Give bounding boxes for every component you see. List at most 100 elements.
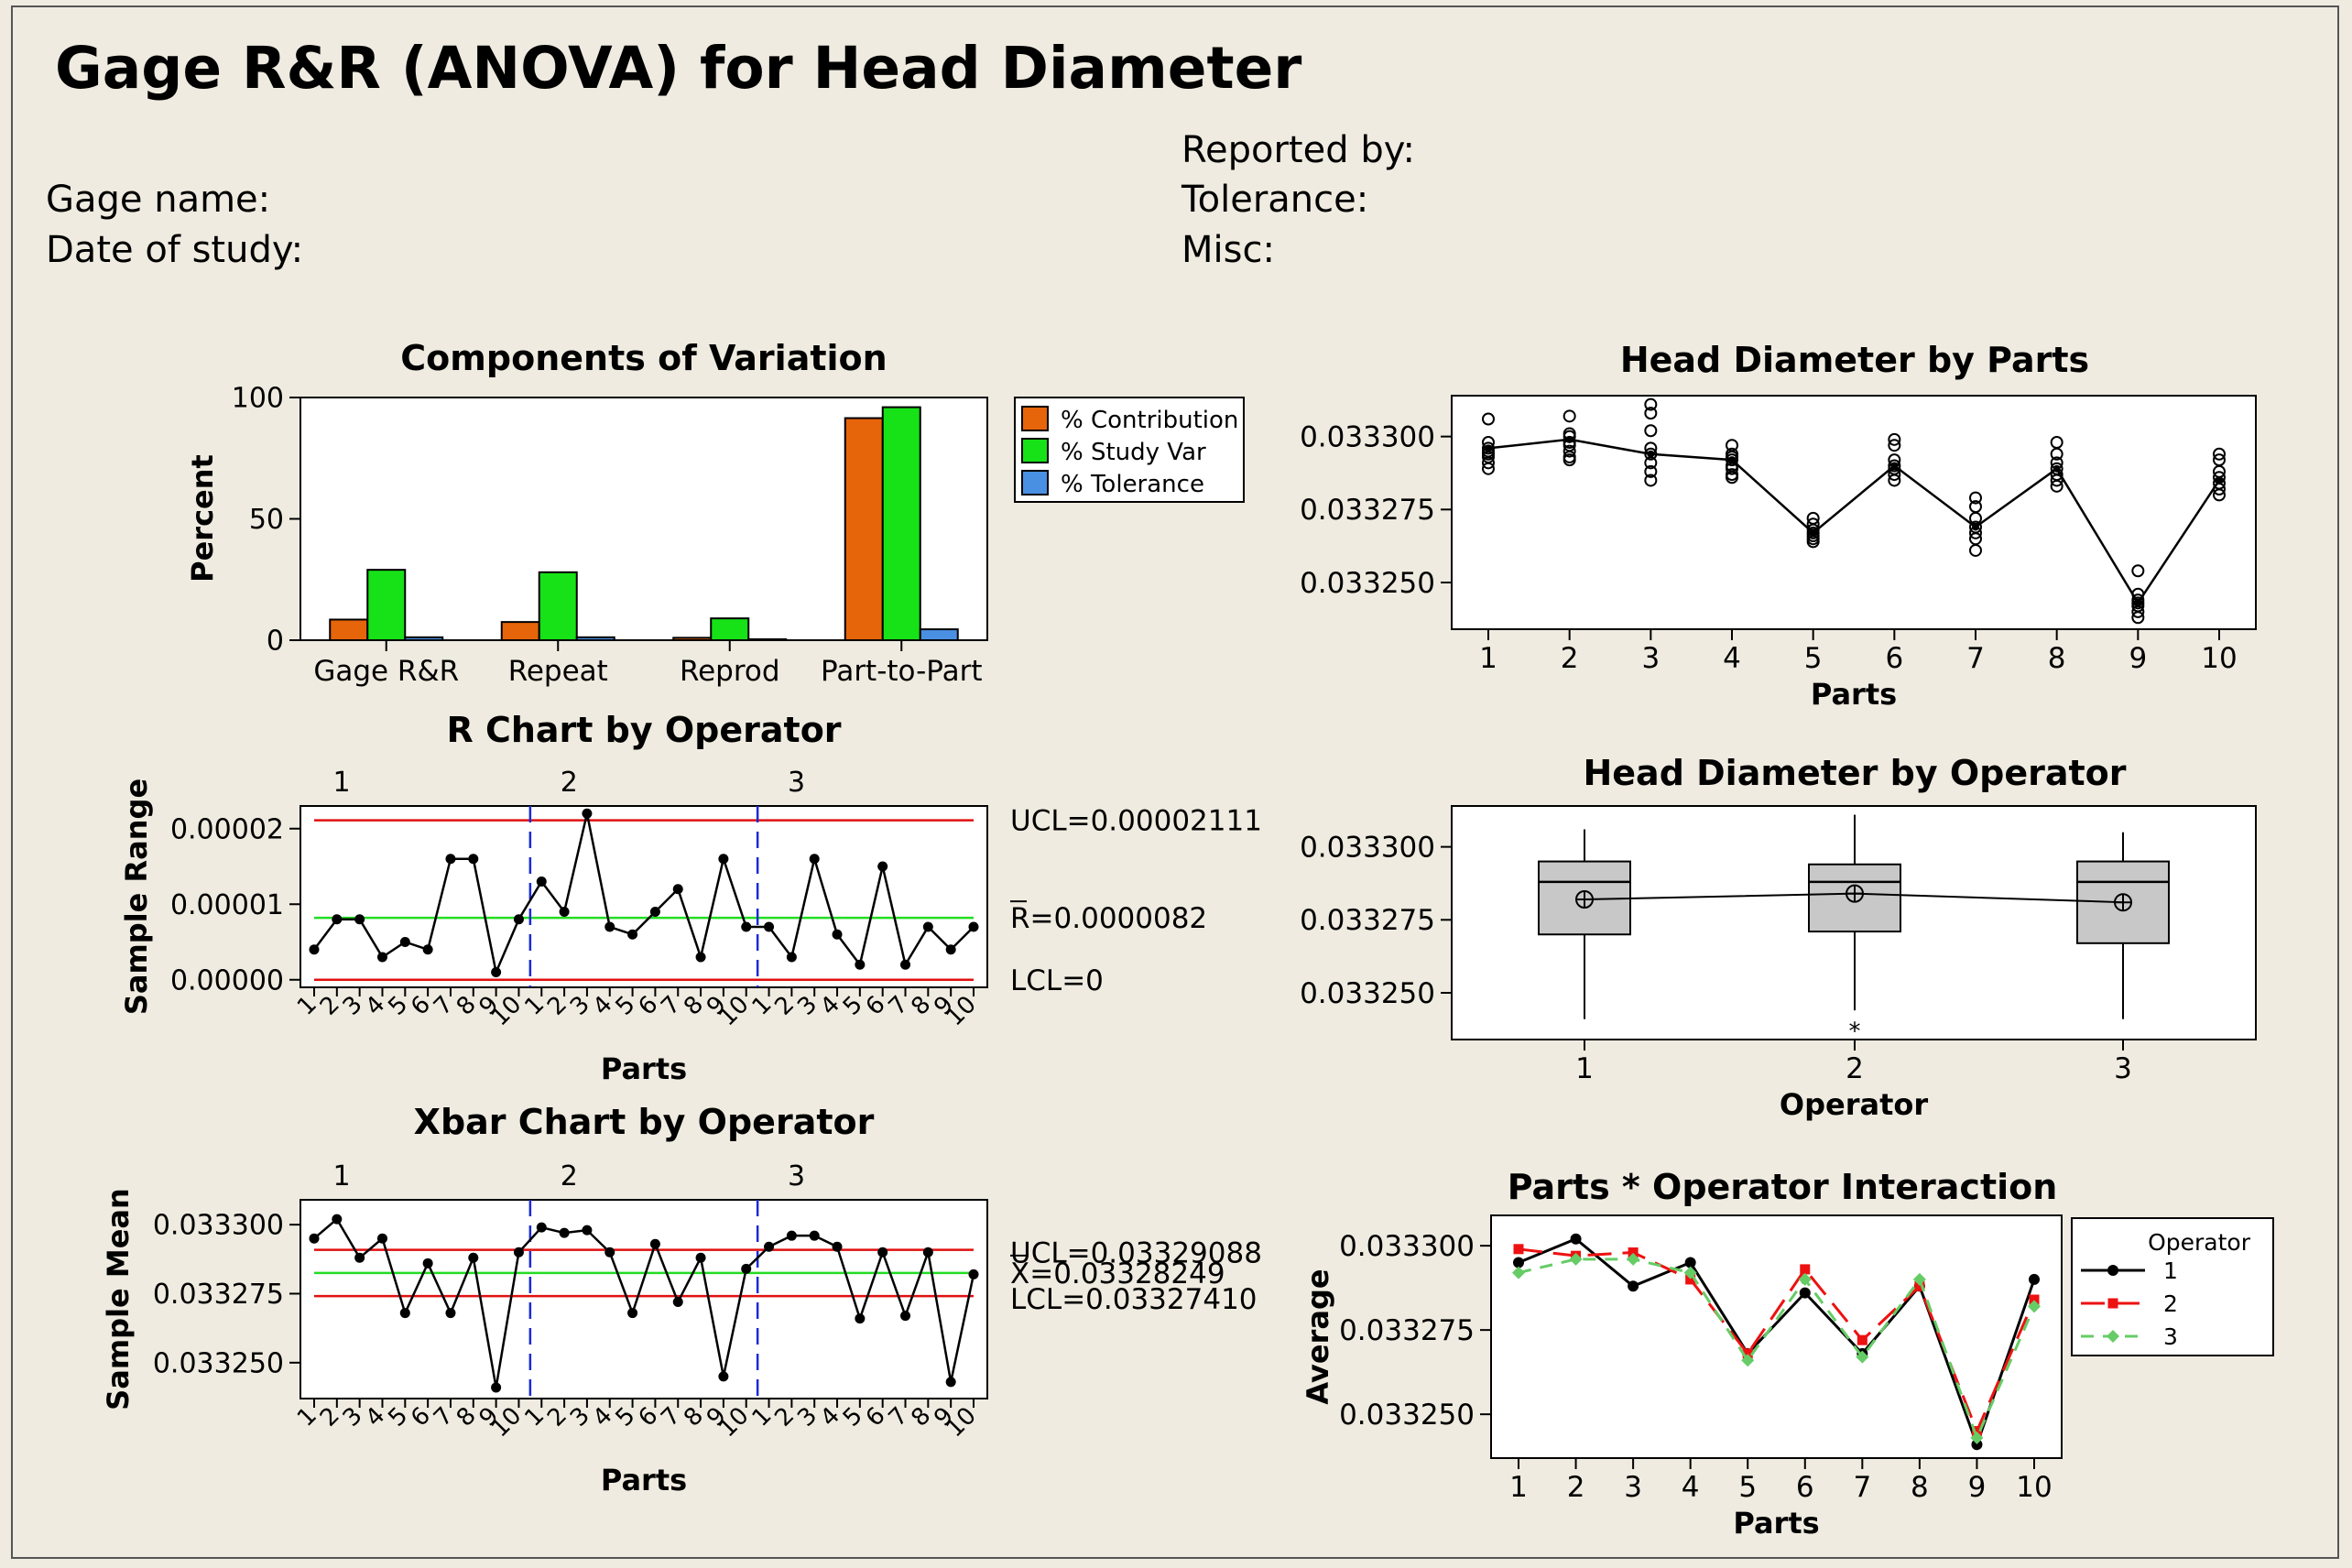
reported-by-label: Reported by: [1181,129,1415,171]
rchart-point [877,861,888,872]
byoperator-xtick-label: 1 [1575,1052,1594,1085]
rchart-point [649,907,660,917]
interaction-point [1513,1257,1524,1269]
interaction-point [1683,1266,1697,1279]
rchart-xtick-label: 4 [815,991,845,1021]
interaction-point [1857,1334,1867,1345]
interaction-point [1912,1272,1926,1286]
rchart-point [809,854,820,865]
byparts-point [1969,543,1982,557]
xbar-point [764,1241,775,1252]
xbar-point [309,1233,320,1244]
rchart-xtick-label: 10 [941,991,982,1032]
xbar-point [900,1311,911,1322]
rchart-point [513,914,524,925]
byparts-point [1888,432,1901,446]
xbar-xtick-label: 2 [769,1402,800,1432]
byoperator-ytick-label: 0.033300 [1300,831,1435,864]
xbar-xtick-label: 5 [611,1402,641,1432]
rchart-xtick-label: 1 [747,991,778,1021]
byparts-mean-point [1485,444,1492,452]
components-bar [747,637,788,642]
rchart-center-label: R=0.0000082 [1010,902,1207,935]
date-of-study-label: Date of study: [46,229,304,271]
components-legend-label: % Study Var [1061,439,1206,466]
components-bar [538,571,578,641]
interaction-ytick-label: 0.033300 [1339,1230,1475,1263]
rchart-xtick-label: 8 [679,991,709,1021]
components-legend-swatch [1021,470,1049,495]
interaction-xtick-label: 4 [1682,1471,1700,1504]
xbar-point [422,1258,433,1269]
xbar-point [604,1247,615,1258]
components-ytick-label: 0 [267,626,284,658]
interaction-series-line [1518,1237,2036,1449]
xbar-xtick-label: 3 [565,1402,595,1432]
rchart-xtick-label: 3 [792,991,822,1021]
components-ytick-label: 100 [232,383,284,415]
byoperator-title: Head Diameter by Operator [1583,753,2126,793]
xbar-xtick-label: 6 [406,1402,436,1432]
rchart-xtick-label: 2 [542,991,572,1021]
rchart-xtick-label: 7 [429,991,459,1021]
interaction-point [1570,1233,1582,1245]
byparts-point [1482,462,1495,475]
rchart-point [582,808,593,819]
rchart-xtick-label: 3 [565,991,595,1021]
interaction-point [1742,1348,1753,1359]
rchart-point [354,914,365,925]
tolerance-label: Tolerance: [1181,179,1369,221]
components-bar [672,637,713,641]
xbar-xtick-label: 7 [884,1402,914,1432]
rchart-point [922,921,933,932]
interaction-xlabel: Parts [1733,1506,1819,1541]
rchart-point [968,921,979,932]
byparts-point [1888,474,1901,487]
components-bar [844,417,884,641]
rchart-point [604,921,615,932]
interaction-xtick-label: 10 [2016,1471,2052,1504]
byparts-mean-point [1565,435,1573,443]
byparts-point [1644,407,1658,420]
byparts-mean-point [1890,462,1899,470]
byparts-point [1644,397,1658,411]
xbar-group-label: 3 [788,1160,805,1192]
xbar-point [718,1371,729,1382]
byparts-point [1482,412,1495,426]
xbar-xtick-label: 6 [633,1402,663,1432]
xbar-xtick-label: 2 [315,1402,345,1432]
interaction-point [1856,1350,1869,1364]
interaction-point [1512,1266,1525,1279]
rchart-point [445,854,456,865]
interaction-point [1800,1264,1811,1275]
byparts-point [1969,491,1982,505]
rchart-xtick-label: 5 [838,991,868,1021]
byparts-point [2050,479,2063,493]
rchart-xtick-label: 8 [906,991,936,1021]
components-bar [500,621,540,641]
rchart-plot-area [299,805,988,988]
byoperator-ytick-label: 0.033250 [1300,977,1435,1010]
rchart-xtick-label: 7 [884,991,914,1021]
interaction-xtick-label: 2 [1567,1471,1585,1504]
xbar-group-label: 2 [561,1160,578,1192]
byparts-xtick-label: 10 [2201,642,2237,675]
interaction-point [1970,1431,1984,1444]
xbar-series-line [313,1217,975,1388]
interaction-ytick-label: 0.033250 [1339,1399,1475,1432]
byparts-xtick-label: 8 [2048,642,2066,675]
byparts-xtick-label: 2 [1561,642,1579,675]
xbar-ytick-label: 0.033300 [153,1210,284,1242]
byparts-ytick-label: 0.033275 [1300,494,1435,527]
components-ytick-label: 50 [249,504,284,536]
interaction-point [2029,1273,2040,1285]
xbar-xtick-label: 10 [941,1402,982,1443]
interaction-legend-marker [2107,1298,2118,1309]
components-xtick-label: Gage R&R [313,655,459,688]
interaction-legend-title: Operator [2148,1229,2251,1256]
xbar-point [968,1269,979,1279]
interaction-legend-label: 1 [2163,1258,2178,1284]
rchart-xtick-label: 7 [656,991,686,1021]
rchart-point [399,937,410,947]
